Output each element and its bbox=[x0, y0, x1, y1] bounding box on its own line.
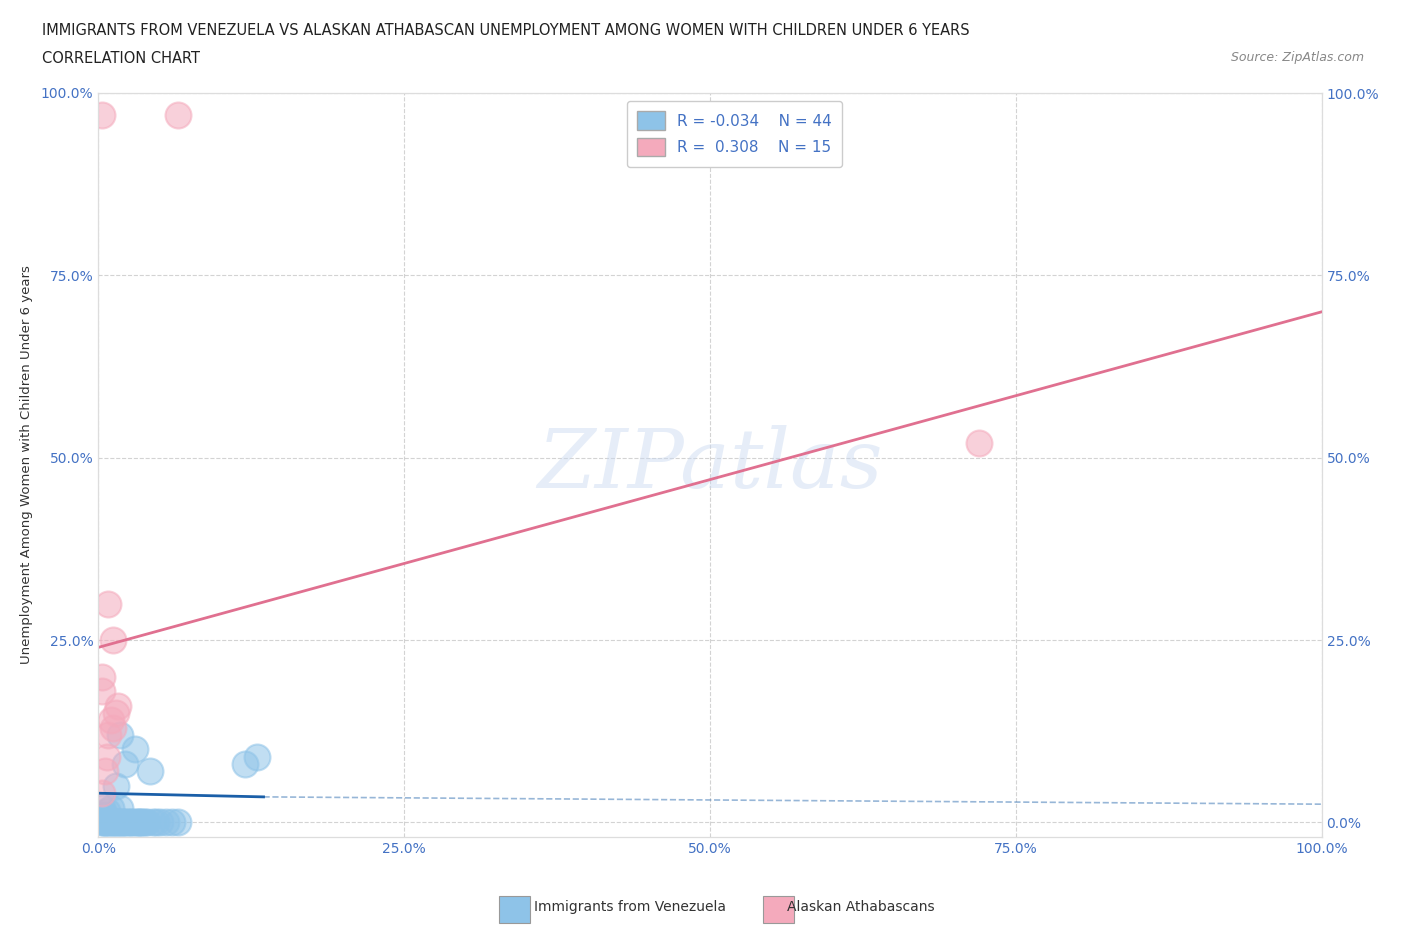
Point bbox=[115, 815, 138, 830]
Point bbox=[100, 801, 122, 816]
Point bbox=[134, 815, 156, 830]
Point bbox=[127, 815, 149, 830]
Point bbox=[110, 801, 132, 816]
Point bbox=[103, 815, 125, 830]
Point bbox=[93, 764, 115, 778]
Point bbox=[110, 727, 132, 742]
Text: Immigrants from Venezuela: Immigrants from Venezuela bbox=[534, 899, 727, 914]
Text: IMMIGRANTS FROM VENEZUELA VS ALASKAN ATHABASCAN UNEMPLOYMENT AMONG WOMEN WITH CH: IMMIGRANTS FROM VENEZUELA VS ALASKAN ATH… bbox=[42, 23, 970, 38]
Point bbox=[101, 720, 124, 735]
Point bbox=[105, 815, 128, 830]
Point bbox=[120, 815, 142, 830]
Point bbox=[167, 815, 190, 830]
Point bbox=[91, 684, 114, 698]
Point bbox=[128, 815, 150, 830]
Point bbox=[246, 750, 269, 764]
Point bbox=[91, 108, 114, 123]
Point bbox=[108, 815, 131, 830]
Point bbox=[107, 698, 129, 713]
Point bbox=[101, 632, 124, 647]
Point bbox=[136, 815, 159, 830]
Point bbox=[111, 815, 134, 830]
Point bbox=[96, 750, 118, 764]
Point bbox=[94, 815, 117, 830]
Point bbox=[104, 778, 127, 793]
Point bbox=[149, 815, 172, 830]
Point bbox=[233, 757, 256, 772]
Point bbox=[129, 815, 152, 830]
Text: CORRELATION CHART: CORRELATION CHART bbox=[42, 51, 200, 66]
Point bbox=[114, 757, 136, 772]
Y-axis label: Unemployment Among Women with Children Under 6 years: Unemployment Among Women with Children U… bbox=[20, 266, 32, 664]
Point bbox=[167, 108, 190, 123]
Point bbox=[112, 815, 135, 830]
Point bbox=[107, 815, 129, 830]
Text: Source: ZipAtlas.com: Source: ZipAtlas.com bbox=[1230, 51, 1364, 64]
Point bbox=[91, 801, 114, 816]
Point bbox=[97, 815, 120, 830]
Point bbox=[967, 435, 990, 450]
Point bbox=[104, 706, 127, 721]
Point bbox=[91, 786, 114, 801]
Point bbox=[139, 764, 162, 778]
Legend: R = -0.034    N = 44, R =  0.308    N = 15: R = -0.034 N = 44, R = 0.308 N = 15 bbox=[627, 100, 842, 167]
Point bbox=[160, 815, 183, 830]
Point bbox=[93, 807, 115, 822]
Point bbox=[131, 815, 153, 830]
Point bbox=[97, 596, 120, 611]
Point bbox=[96, 804, 118, 819]
Point bbox=[142, 815, 165, 830]
Point bbox=[145, 815, 167, 830]
Point bbox=[91, 669, 114, 684]
Text: Alaskan Athabascans: Alaskan Athabascans bbox=[787, 899, 935, 914]
Point bbox=[121, 815, 143, 830]
Point bbox=[124, 742, 146, 757]
Text: ZIPatlas: ZIPatlas bbox=[537, 425, 883, 505]
Point bbox=[155, 815, 177, 830]
Point bbox=[97, 727, 120, 742]
Point bbox=[125, 815, 148, 830]
Point bbox=[91, 815, 114, 830]
Point bbox=[93, 815, 115, 830]
Point bbox=[98, 815, 121, 830]
Point bbox=[91, 815, 114, 830]
Point bbox=[101, 815, 124, 830]
Point bbox=[101, 815, 124, 830]
Point bbox=[100, 713, 122, 728]
Point bbox=[118, 815, 141, 830]
Point bbox=[111, 815, 134, 830]
